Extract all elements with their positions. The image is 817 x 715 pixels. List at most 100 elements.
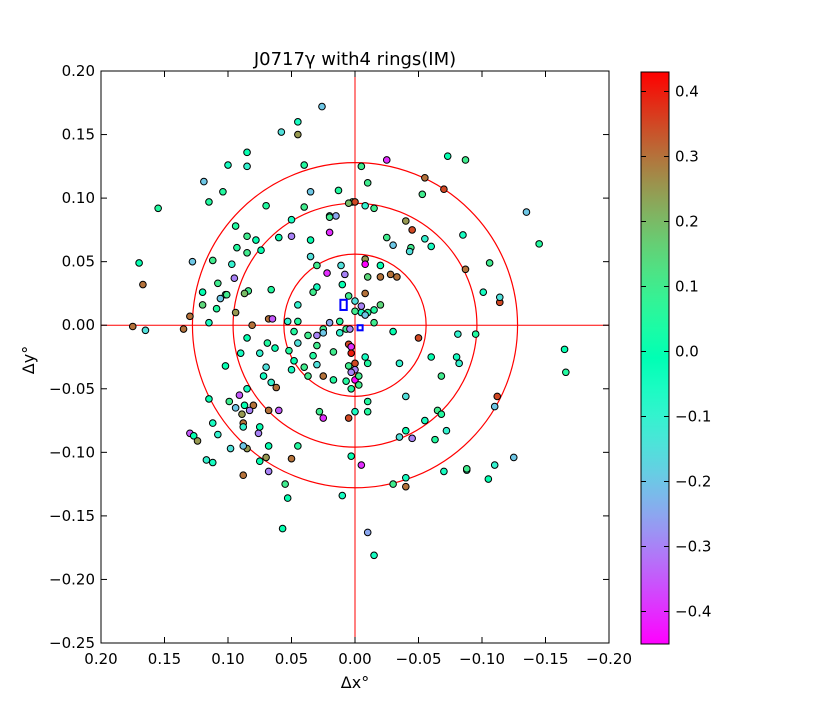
- data-point: [319, 414, 328, 422]
- data-point: [248, 321, 256, 330]
- data-point: [290, 357, 298, 365]
- x-tick-label: 0.00: [338, 650, 371, 668]
- data-point: [418, 190, 427, 199]
- data-point: [219, 187, 227, 196]
- y-tick-label: 0.15: [62, 126, 95, 144]
- data-point: [535, 240, 543, 248]
- data-point: [231, 308, 240, 317]
- data-point: [254, 429, 263, 438]
- data-point: [389, 327, 397, 336]
- data-point: [249, 401, 258, 410]
- data-point: [437, 410, 446, 419]
- data-point: [509, 453, 518, 462]
- data-point: [283, 494, 292, 502]
- y-tick-label: −0.20: [49, 570, 95, 588]
- data-point: [294, 118, 302, 126]
- x-tick-label: 0.05: [275, 650, 308, 668]
- data-point: [231, 222, 240, 230]
- colorbar-tick-label: −0.1: [675, 408, 711, 426]
- data-point: [338, 491, 347, 500]
- data-point: [228, 260, 236, 269]
- data-point: [264, 442, 273, 450]
- data-point: [363, 528, 372, 537]
- data-point: [325, 228, 334, 237]
- data-point: [522, 208, 531, 216]
- data-point: [376, 273, 385, 281]
- data-point: [344, 199, 353, 207]
- data-point: [408, 226, 416, 234]
- data-point: [128, 322, 137, 331]
- data-point: [287, 365, 296, 374]
- data-point: [335, 317, 344, 326]
- data-point: [238, 410, 246, 419]
- data-point: [347, 368, 355, 377]
- data-point: [275, 233, 283, 242]
- data-point: [309, 351, 317, 360]
- data-point: [255, 349, 264, 357]
- data-point: [267, 378, 275, 387]
- data-point: [431, 435, 439, 444]
- data-point: [208, 458, 217, 467]
- data-point: [427, 353, 436, 361]
- x-tick-label: −0.05: [396, 650, 442, 668]
- data-point: [287, 232, 296, 241]
- data-point: [264, 406, 273, 415]
- data-point: [361, 260, 369, 269]
- data-point: [323, 269, 331, 277]
- data-point: [335, 329, 344, 337]
- data-point: [262, 363, 270, 371]
- y-axis-label: Δy°: [19, 346, 38, 374]
- data-point: [278, 524, 287, 533]
- data-point: [440, 185, 448, 194]
- data-point: [363, 359, 372, 368]
- data-point: [405, 247, 414, 256]
- data-point: [294, 301, 302, 309]
- data-point: [315, 407, 324, 416]
- data-point: [562, 368, 570, 377]
- data-point: [355, 381, 363, 389]
- data-point: [363, 407, 372, 416]
- data-point: [461, 156, 470, 164]
- data-point: [495, 293, 504, 302]
- colorbar-tick-label: 0.2: [675, 213, 699, 231]
- data-point: [437, 372, 446, 380]
- data-point: [141, 326, 150, 335]
- data-point: [361, 353, 369, 361]
- data-point: [313, 331, 321, 340]
- data-point: [402, 482, 410, 491]
- data-point: [421, 173, 429, 182]
- data-point: [262, 453, 270, 462]
- data-point: [395, 359, 404, 368]
- data-point: [179, 325, 188, 333]
- x-tick-label: −0.15: [523, 650, 569, 668]
- y-axis: 0.20 0.15 0.10 0.05 0.00 −0.05 −0.10 −0.15 −0.20…: [49, 62, 609, 652]
- data-point: [408, 434, 416, 443]
- data-point: [402, 217, 410, 225]
- data-point: [442, 426, 451, 435]
- data-point: [351, 307, 359, 316]
- y-tick-label: 0.20: [62, 62, 95, 80]
- data-point: [216, 294, 225, 303]
- data-point: [370, 551, 378, 560]
- data-point: [485, 259, 494, 267]
- data-point: [386, 270, 395, 279]
- data-point: [313, 261, 321, 270]
- y-tick-label: 0.10: [62, 189, 95, 207]
- data-point: [493, 392, 502, 401]
- y-tick-label: 0.00: [62, 316, 95, 334]
- data-point: [257, 246, 265, 255]
- data-point: [230, 274, 239, 282]
- data-point: [484, 475, 493, 483]
- y-tick-label: −0.05: [49, 380, 95, 398]
- data-point: [351, 359, 359, 368]
- colorbar-tick-label: −0.3: [675, 538, 711, 556]
- data-point: [313, 360, 321, 369]
- data-point: [290, 327, 298, 336]
- rings: [191, 162, 519, 489]
- colorbar-tick-label: 0.3: [675, 148, 699, 166]
- data-point: [239, 471, 248, 480]
- data-point: [389, 241, 397, 249]
- data-point: [309, 288, 317, 296]
- colorbar-tick-label: −0.4: [675, 603, 711, 621]
